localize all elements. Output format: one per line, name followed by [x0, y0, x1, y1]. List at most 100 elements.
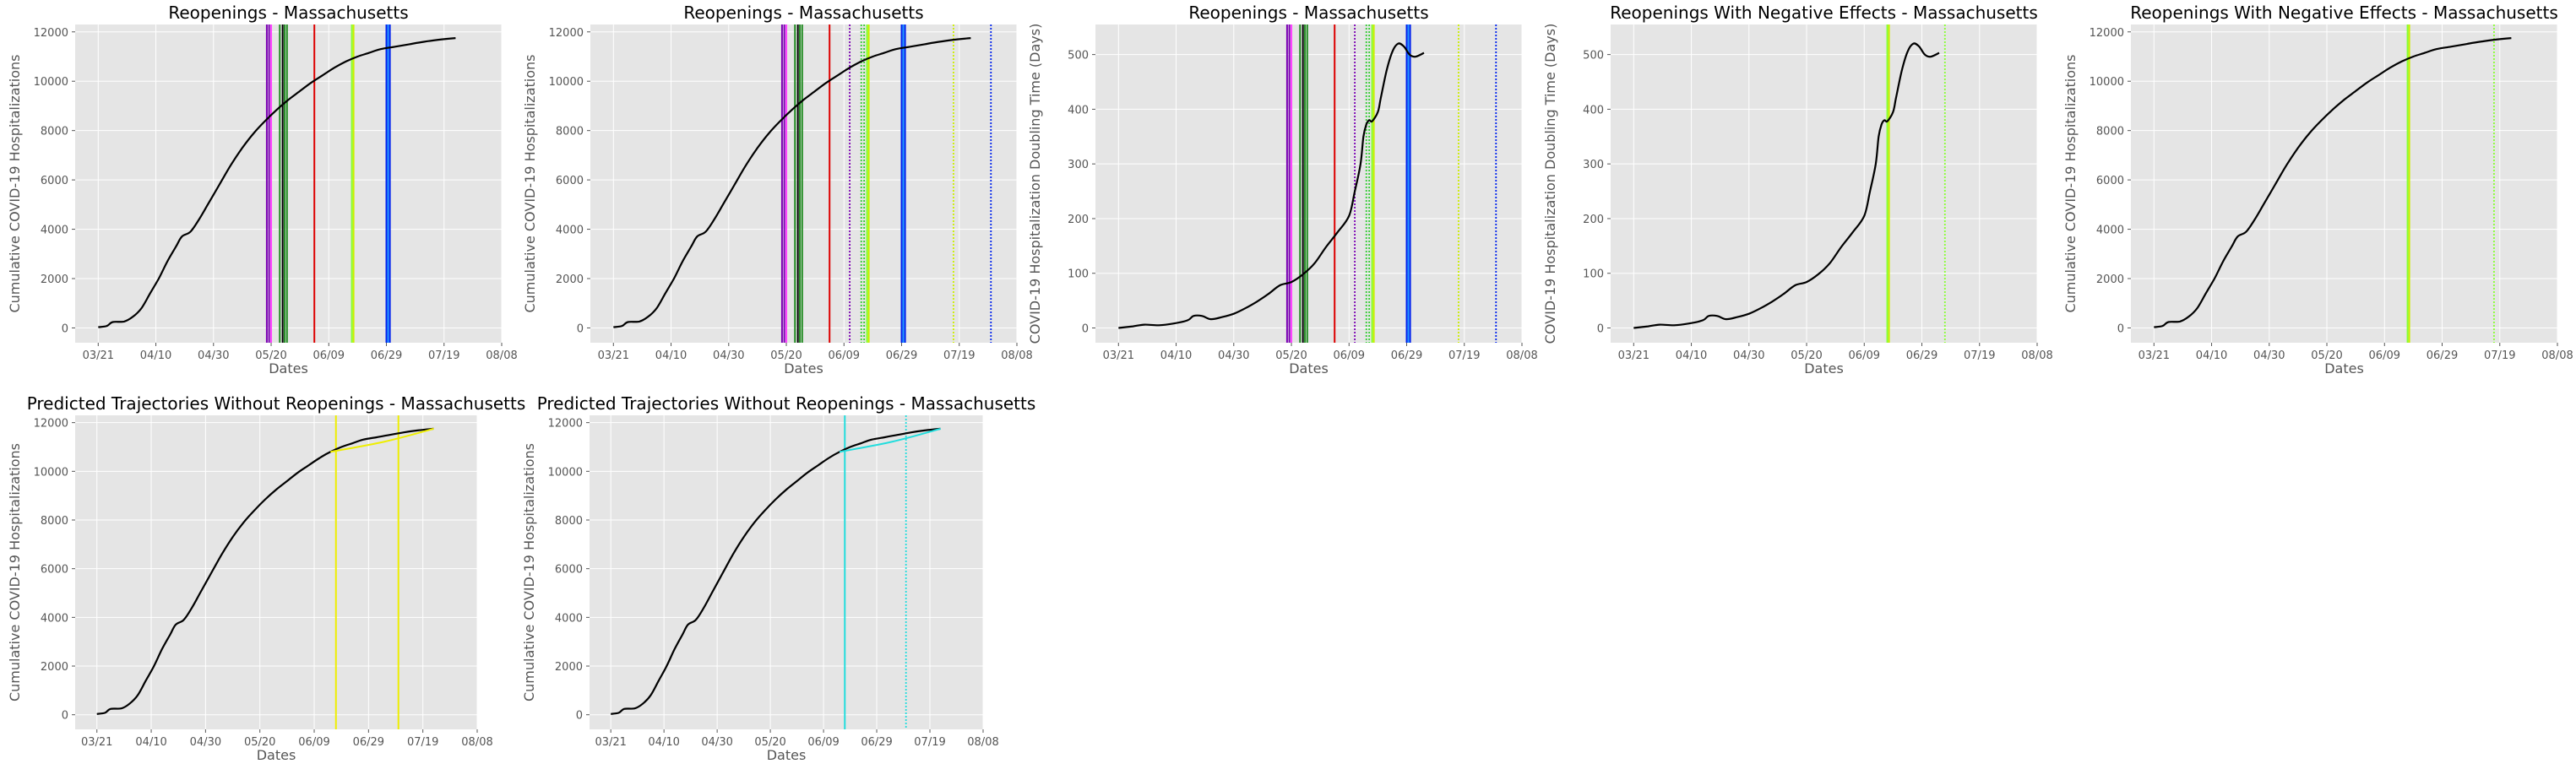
chart-panel-5: 03/21 04/10 04/30 05/20 06/09 06/29 07/19 08/08…: [2062, 3, 2573, 376]
plot-area: [611, 415, 941, 729]
x-tick-label: 08/08: [967, 736, 998, 749]
y-axis-label: Cumulative COVID-19 Hospitalizations: [7, 54, 23, 312]
x-tick-label: 06/09: [298, 736, 329, 749]
y-tick-label: 4000: [2096, 225, 2124, 237]
x-tick-label: 04/30: [713, 349, 744, 362]
y-tick-label: 4000: [555, 612, 583, 625]
x-axis-label: Dates: [1289, 360, 1329, 376]
x-tick-label: 04/30: [198, 349, 229, 362]
y-tick-label: 200: [1068, 214, 1089, 226]
x-tick-label: 06/09: [2369, 349, 2400, 362]
y-tick-label: 0: [62, 710, 68, 723]
plot-background: [1611, 24, 2037, 343]
y-tick-label: 10000: [34, 466, 68, 479]
x-tick-label: 03/21: [598, 349, 629, 362]
x-tick-label: 06/29: [886, 349, 917, 362]
plot-area: [96, 415, 434, 729]
x-tick-label: 06/29: [1391, 349, 1422, 362]
y-tick-label: 500: [1583, 50, 1604, 62]
x-tick-label: 05/20: [1275, 349, 1307, 362]
y-tick-label: 0: [62, 322, 68, 335]
x-tick-label: 03/21: [83, 349, 114, 362]
y-tick-label: 200: [1583, 214, 1604, 226]
y-axis-label: COVID-19 Hospitalization Doubling Time (…: [1027, 24, 1043, 344]
plot-area: [2154, 24, 2512, 343]
y-tick-label: 12000: [2090, 27, 2124, 40]
x-tick-label: 04/10: [135, 736, 166, 749]
data-curve: [96, 427, 434, 715]
x-tick-label: 04/30: [1733, 349, 1764, 362]
y-tick-label: 4000: [41, 612, 68, 625]
x-tick-label: 05/20: [1791, 349, 1822, 362]
plot-area: [1118, 24, 1497, 343]
plot-background: [590, 415, 983, 729]
y-tick-label: 12000: [34, 418, 68, 431]
x-tick-label: 06/09: [829, 349, 860, 362]
data-curve: [611, 427, 941, 715]
y-tick-label: 6000: [555, 564, 583, 577]
x-tick-label: 03/21: [1618, 349, 1649, 362]
x-tick-label: 08/08: [461, 736, 492, 749]
x-tick-label: 04/30: [1218, 349, 1249, 362]
y-tick-label: 6000: [2096, 175, 2124, 187]
y-axis-label: Cumulative COVID-19 Hospitalizations: [522, 54, 538, 312]
y-axis-label: COVID-19 Hospitalization Doubling Time (…: [1542, 24, 1558, 344]
plot-area: [1633, 24, 1946, 343]
y-tick-label: 500: [1068, 50, 1089, 62]
y-tick-label: 2000: [556, 274, 584, 286]
y-tick-label: 100: [1583, 268, 1604, 281]
x-tick-label: 05/20: [244, 736, 275, 749]
y-tick-label: 8000: [555, 515, 583, 528]
y-tick-label: 2000: [2096, 274, 2124, 286]
y-tick-label: 0: [2117, 322, 2124, 335]
y-tick-label: 10000: [2090, 76, 2124, 89]
chart-panel-6: 03/21 04/10 04/30 05/20 06/09 06/29 07/19 08/08…: [7, 393, 525, 763]
chart-title: Predicted Trajectories Without Reopening…: [27, 393, 526, 414]
plot-background: [75, 415, 477, 729]
x-axis-label: Dates: [767, 747, 807, 763]
chart-panel-3: 03/21 04/10 04/30 05/20 06/09 06/29 07/19 08/08…: [1027, 3, 1538, 376]
y-tick-label: 10000: [549, 76, 584, 89]
plot-background: [2131, 24, 2557, 343]
x-axis-label: Dates: [269, 360, 308, 376]
chart-panel-1: 03/21 04/10 04/30 05/20 06/09 06/29 07/19 08/08…: [7, 3, 518, 376]
x-tick-label: 04/10: [140, 349, 171, 362]
x-axis-label: Dates: [784, 360, 823, 376]
y-tick-label: 0: [1082, 323, 1089, 336]
x-tick-label: 03/21: [1103, 349, 1134, 362]
x-tick-label: 07/19: [428, 349, 459, 362]
x-tick-label: 06/09: [807, 736, 839, 749]
x-tick-label: 06/09: [1334, 349, 1365, 362]
chart-title: Reopenings - Massachusetts: [683, 3, 923, 23]
chart-title: Reopenings With Negative Effects - Massa…: [2130, 3, 2558, 23]
y-tick-label: 2000: [41, 661, 68, 674]
plot-background: [1095, 24, 1522, 343]
x-tick-label: 04/30: [701, 736, 732, 749]
x-tick-label: 07/19: [943, 349, 975, 362]
x-tick-label: 06/29: [2427, 349, 2458, 362]
x-tick-label: 06/29: [1906, 349, 1937, 362]
x-axis-label: Dates: [257, 747, 296, 763]
y-tick-label: 10000: [34, 76, 68, 89]
y-tick-label: 6000: [41, 564, 68, 577]
x-tick-label: 07/19: [1964, 349, 1995, 362]
x-tick-label: 08/08: [1506, 349, 1537, 362]
x-tick-label: 06/29: [371, 349, 402, 362]
y-axis-label: Cumulative COVID-19 Hospitalizations: [521, 443, 537, 701]
plot-area: [613, 24, 992, 343]
x-tick-label: 05/20: [2311, 349, 2342, 362]
prediction-curve: [330, 427, 434, 453]
x-tick-label: 04/10: [1676, 349, 1707, 362]
x-axis-label: Dates: [2324, 360, 2364, 376]
x-axis-label: Dates: [1804, 360, 1844, 376]
y-tick-label: 12000: [34, 27, 68, 40]
plot-background: [75, 24, 502, 343]
y-tick-label: 4000: [41, 225, 68, 237]
data-curve: [1118, 42, 1425, 329]
x-tick-label: 08/08: [2541, 349, 2573, 362]
x-tick-label: 05/20: [255, 349, 286, 362]
chart-title: Reopenings - Massachusetts: [1188, 3, 1428, 23]
x-tick-label: 05/20: [770, 349, 802, 362]
chart-panel-2: 03/21 04/10 04/30 05/20 06/09 06/29 07/19 08/08…: [522, 3, 1033, 376]
